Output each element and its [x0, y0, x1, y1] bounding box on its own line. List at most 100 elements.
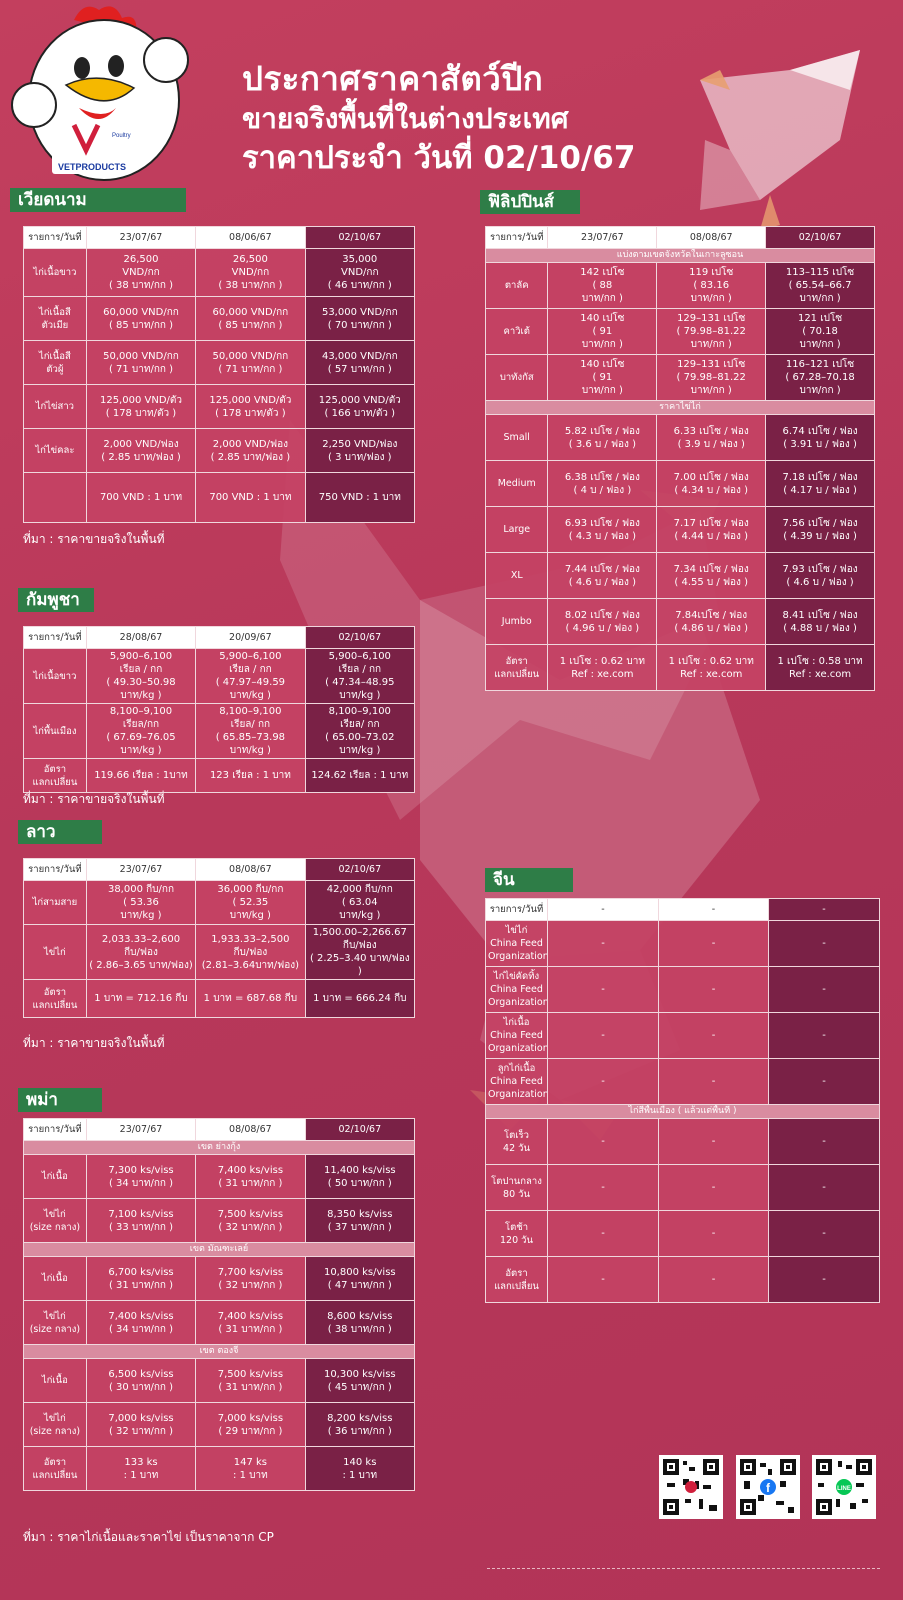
- price-cell: 133 ks: 1 บาท: [85, 1446, 197, 1491]
- table-header-row: รายการ/วันที่ 23/07/67 08/08/67 02/10/67: [23, 1118, 416, 1141]
- price-cell: -: [768, 966, 880, 1013]
- price-cell: 1 เปโซ : 0.62 บาท Ref : xe.com: [656, 644, 767, 691]
- row-label-cell: Medium: [484, 460, 549, 507]
- table-subheader-row: เขต มัณฑะเลย์: [23, 1242, 415, 1257]
- table-row: Medium 6.38 เปโซ / ฟอง( 4 บ / ฟอง ) 7.00 เ…: [484, 460, 875, 507]
- price-cell: 6.74 เปโซ / ฟอง( 3.91 บ / ฟอง ): [765, 414, 875, 461]
- header-date-cell: 08/08/67: [656, 226, 767, 249]
- qr-line-icon[interactable]: LINE: [812, 1455, 876, 1519]
- myanmar-price-table: รายการ/วันที่ 23/07/67 08/08/67 02/10/67 เขต…: [23, 1118, 416, 1491]
- price-cell: 7,300 ks/viss( 34 บาท/กก ): [85, 1154, 197, 1199]
- table-row: โตเร็ว 42 วัน - - -: [485, 1118, 880, 1165]
- section-tag-laos: ลาว: [18, 820, 102, 844]
- table-row: ไก่เนื้อสี ตัวผู้ 50,000 VND/กก( 71 บาท/กก…: [23, 340, 416, 385]
- table-row: ไก่เนื้อ 6,700 ks/viss( 31 บาท/กก ) 7,700 …: [23, 1256, 416, 1301]
- price-cell: 38,000 กีบ/กก( 53.36 บาท/kg ): [85, 880, 197, 925]
- price-cell: 125,000 VND/ตัว( 166 บาท/ตัว ): [304, 384, 416, 429]
- table-row: ไก่เนื้อสี ตัวเมีย 60,000 VND/กก( 85 บาท/ก…: [23, 296, 416, 341]
- row-label-cell: ไก่เนื้อ: [23, 1256, 87, 1301]
- table-row: XL 7.44 เปโซ / ฟอง( 4.6 บ / ฟอง ) 7.34 เปโ…: [484, 552, 875, 599]
- price-cell: -: [547, 1012, 659, 1059]
- row-label-cell: ตาลัค: [484, 262, 549, 309]
- price-cell: 700 VND : 1 บาท: [85, 472, 197, 523]
- header-item-date-cell: รายการ/วันที่: [484, 226, 549, 249]
- price-cell: -: [658, 1012, 769, 1059]
- row-label-cell: โตปานกลาง 80 วัน: [485, 1164, 548, 1211]
- price-cell: 140 ks: 1 บาท: [304, 1446, 416, 1491]
- table-subheader-row: ราคาไข่ไก่: [485, 400, 875, 415]
- row-label-cell: Large: [484, 506, 549, 553]
- price-cell: 7,400 ks/viss( 34 บาท/กก ): [85, 1300, 197, 1345]
- price-cell: 124.62 เรียล : 1 บาท: [304, 758, 416, 793]
- row-label-cell: ไก่เนื้อ: [23, 1154, 87, 1199]
- row-label-cell: อัตรา แลกเปลี่ยน: [485, 1256, 548, 1303]
- price-cell: 129–131 เปโซ( 79.98–81.22 บาท/กก ): [656, 308, 767, 355]
- cambodia-price-table: รายการ/วันที่ 28/08/67 20/09/67 02/10/67 ไก่…: [23, 626, 416, 793]
- price-cell: 6.33 เปโซ / ฟอง( 3.9 บ / ฟอง ): [656, 414, 767, 461]
- china-price-table: รายการ/วันที่ - - - ไข่ไก่ China Feed Organiza…: [485, 898, 880, 1303]
- price-cell: -: [658, 1210, 769, 1257]
- row-label-cell: คาวิเต้: [484, 308, 549, 355]
- price-cell: 5,900–6,100 เรียล / กก( 47.97–49.59 บาท/k…: [195, 648, 306, 704]
- vietnam-price-table: รายการ/วันที่ 23/07/67 08/06/67 02/10/67 ไก่…: [23, 226, 416, 523]
- philippines-price-table: รายการ/วันที่ 23/07/67 08/08/67 02/10/67 แบ่…: [484, 226, 875, 691]
- table-row: ไก่พื้นเมือง 8,100–9,100 เรียล/กก( 67.69–7…: [23, 703, 416, 759]
- header-date-cell: 08/06/67: [195, 226, 306, 249]
- header-date-cell: -: [658, 898, 769, 921]
- price-cell: 7.34 เปโซ / ฟอง( 4.55 บ / ฟอง ): [656, 552, 767, 599]
- price-cell: 7,000 ks/viss( 29 บาท/กก ): [195, 1402, 306, 1447]
- row-label-cell: ไก่เนื้อขาว: [23, 248, 87, 297]
- table-header-row: รายการ/วันที่ 23/07/67 08/08/67 02/10/67: [23, 858, 416, 881]
- price-cell: 6.93 เปโซ / ฟอง( 4.3 บ / ฟอง ): [547, 506, 658, 553]
- price-cell: 5,900–6,100 เรียล / กก( 47.34–48.95 บาท/k…: [304, 648, 416, 704]
- table-row: Small 5.82 เปโซ / ฟอง( 3.6 บ / ฟอง ) 6.33 …: [484, 414, 875, 461]
- price-cell: 50,000 VND/กก( 71 บาท/กก ): [85, 340, 197, 385]
- price-cell: 6.38 เปโซ / ฟอง( 4 บ / ฟอง ): [547, 460, 658, 507]
- header-item-date-cell: รายการ/วันที่: [23, 1118, 87, 1141]
- price-cell: -: [547, 1210, 659, 1257]
- price-cell: 43,000 VND/กก( 57 บาท/กก ): [304, 340, 416, 385]
- row-label-cell: ไข่ไก่: [23, 924, 87, 980]
- price-cell: 2,250 VND/ฟอง( 3 บาท/ฟอง ): [304, 428, 416, 473]
- qr-website-icon[interactable]: [659, 1455, 723, 1519]
- table-row: โตช้า 120 วัน - - -: [485, 1210, 880, 1257]
- price-cell: -: [768, 1012, 880, 1059]
- row-label-cell: อัตรา แลกเปลี่ยน: [23, 979, 87, 1018]
- table-row: อัตรา แลกเปลี่ยน - - -: [485, 1256, 880, 1303]
- header-date-cell: 02/10/67: [304, 858, 416, 881]
- price-cell: -: [547, 1118, 659, 1165]
- laos-source-note: ที่มา : ราคาขายจริงในพื้นที่: [23, 1036, 165, 1050]
- price-cell: 60,000 VND/กก( 85 บาท/กก ): [85, 296, 197, 341]
- price-cell: 7,500 ks/viss( 31 บาท/กก ): [195, 1358, 306, 1403]
- price-cell: 7.18 เปโซ / ฟอง( 4.17 บ / ฟอง ): [765, 460, 875, 507]
- footer-divider: [487, 1568, 880, 1569]
- price-cell: 123 เรียล : 1 บาท: [195, 758, 306, 793]
- table-row: ลูกไก่เนื้อ China Feed Organization - - -: [485, 1058, 880, 1105]
- section-tag-china: จีน: [485, 868, 573, 892]
- price-cell: 7,400 ks/viss( 31 บาท/กก ): [195, 1154, 306, 1199]
- price-cell: 10,300 ks/viss( 45 บาท/กก ): [304, 1358, 416, 1403]
- subheader-cell: เขต ย่างกุ้ง: [23, 1140, 415, 1155]
- price-cell: 5,900–6,100 เรียล / กก( 49.30–50.98 บาท/k…: [85, 648, 197, 704]
- row-label-cell: อัตรา แลกเปลี่ยน: [23, 758, 87, 793]
- row-label-cell: ไก่เนื้อ: [23, 1358, 87, 1403]
- section-tag-vietnam: เวียดนาม: [10, 188, 186, 212]
- price-cell: 113–115 เปโซ( 65.54–66.7 บาท/กก ): [765, 262, 875, 309]
- price-cell: 8,100–9,100 เรียล/ กก( 65.00–73.02 บาท/kg…: [304, 703, 416, 759]
- header-date: ราคาประจำ วันที่ 02/10/67: [242, 140, 636, 176]
- table-header-row: รายการ/วันที่ 28/08/67 20/09/67 02/10/67: [23, 626, 416, 649]
- price-cell: 60,000 VND/กก( 85 บาท/กก ): [195, 296, 306, 341]
- price-cell: -: [768, 1164, 880, 1211]
- row-label-cell: ไข่ไก่ (size กลาง): [23, 1300, 87, 1345]
- row-label-cell: ไก่ไข่คละ: [23, 428, 87, 473]
- row-label-cell: Jumbo: [484, 598, 549, 645]
- price-cell: -: [658, 1256, 769, 1303]
- price-cell: -: [768, 1058, 880, 1105]
- qr-facebook-icon[interactable]: f: [736, 1455, 800, 1519]
- price-cell: 1 เปโซ : 0.58 บาท Ref : xe.com: [765, 644, 875, 691]
- price-cell: 119 เปโซ( 83.16 บาท/กก ): [656, 262, 767, 309]
- price-cell: 119.66 เรียล : 1บาท: [85, 758, 197, 793]
- price-cell: 129–131 เปโซ( 79.98–81.22 บาท/กก ): [656, 354, 767, 401]
- price-cell: 7.00 เปโซ / ฟอง( 4.34 บ / ฟอง ): [656, 460, 767, 507]
- price-cell: -: [658, 920, 769, 967]
